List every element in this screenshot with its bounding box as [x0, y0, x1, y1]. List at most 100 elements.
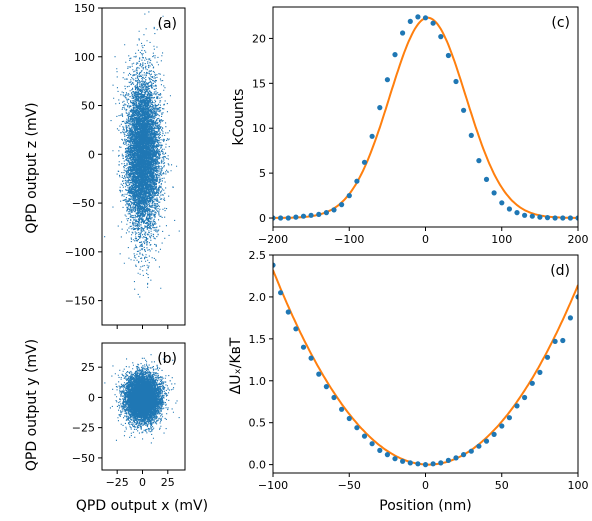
x-tick-label-b: 0	[139, 476, 146, 489]
axes-frame-a	[101, 7, 186, 326]
data-point-c	[407, 18, 413, 24]
data-point-d	[316, 371, 322, 377]
data-point-d	[537, 369, 543, 375]
data-point-c	[430, 20, 436, 26]
y-tick-label-a: 150	[74, 2, 95, 15]
y-tick-label-d: 0.5	[249, 417, 267, 430]
data-point-c	[415, 14, 421, 20]
y-tick-label-c: 15	[252, 77, 266, 90]
data-point-c	[273, 215, 276, 221]
data-point-d	[445, 457, 451, 463]
data-point-c	[384, 77, 390, 83]
data-point-d	[377, 447, 383, 453]
data-point-c	[529, 213, 535, 219]
data-point-d	[430, 461, 436, 467]
data-point-c	[483, 176, 490, 182]
y-tick-label-d: 2.5	[249, 249, 267, 262]
x-axis-label-d: Position (nm)	[379, 498, 471, 514]
plot-area-a	[104, 11, 180, 298]
data-point-c	[308, 212, 314, 218]
data-point-d	[308, 355, 314, 361]
data-point-c	[438, 34, 444, 40]
y-tick-label-c: 5	[259, 167, 266, 180]
y-tick-label-a: 100	[74, 51, 95, 64]
data-point-d	[392, 456, 398, 462]
panel-label-d: (d)	[550, 263, 570, 279]
data-point-c	[491, 190, 497, 196]
fit-curve-c	[273, 16, 578, 219]
scatter-points-a	[104, 11, 180, 298]
plot-area-c	[273, 14, 578, 221]
data-point-d	[384, 452, 390, 458]
data-point-d	[407, 460, 413, 466]
data-point-c	[506, 206, 512, 212]
data-point-d	[354, 425, 360, 431]
y-axis-label-a: QPD output z (mV)	[24, 102, 40, 233]
y-tick-label-a: −100	[65, 246, 95, 259]
data-point-c	[346, 193, 352, 199]
panel-label-c: (c)	[551, 15, 570, 31]
x-tick-label-d: −50	[338, 479, 361, 492]
data-point-d	[483, 438, 490, 444]
data-point-d	[369, 441, 375, 447]
data-point-d	[361, 433, 368, 439]
data-point-d	[300, 344, 307, 350]
data-point-c	[331, 207, 337, 213]
y-tick-label-c: 10	[252, 122, 266, 135]
x-tick-label-c: 200	[568, 233, 589, 246]
data-point-d	[499, 423, 505, 429]
scatter-points-b	[104, 354, 180, 444]
data-point-c	[354, 178, 360, 184]
data-point-c	[377, 105, 383, 111]
y-tick-label-a: 50	[81, 100, 95, 113]
axes-frame-b	[101, 342, 186, 471]
panel-label-b: (b)	[157, 351, 177, 367]
data-point-d	[293, 326, 299, 332]
x-axis-label-b: QPD output x (mV)	[76, 498, 208, 514]
x-tick-label-c: −100	[334, 233, 364, 246]
panel-b-scatter-y-vs-x: −25 0 25 −50 −25 0 25 (b) QPD output y (mV) QPD o…	[24, 339, 208, 514]
x-tick-label-d: 100	[568, 479, 589, 492]
data-point-d	[514, 403, 520, 409]
panel-d-potential: −100 −50 0 50 100 0.0 0.5 1.0 1.5 2.0 2.5 (d) ΔUₓ/Kʙ…	[228, 249, 589, 514]
data-point-d	[278, 290, 284, 296]
data-point-d	[323, 384, 329, 390]
data-point-c	[552, 215, 558, 221]
data-point-d	[491, 431, 497, 437]
data-point-d	[552, 338, 558, 344]
data-point-d	[560, 337, 566, 344]
axes-frame-c	[272, 6, 579, 228]
y-tick-label-d: 1.5	[249, 333, 267, 346]
data-point-c	[400, 30, 406, 36]
data-point-c	[323, 210, 329, 216]
data-point-d	[522, 394, 528, 401]
data-point-c	[476, 158, 482, 164]
data-point-d	[400, 458, 406, 464]
data-point-c	[461, 107, 467, 113]
data-point-d	[468, 448, 474, 454]
data-point-d	[285, 309, 291, 315]
data-point-d	[422, 462, 429, 468]
data-point-d	[506, 415, 512, 421]
x-tick-label-c: 100	[491, 233, 512, 246]
data-point-c	[499, 200, 505, 206]
x-tick-label-c: −200	[258, 233, 288, 246]
plot-area-d	[273, 262, 578, 468]
data-point-c	[560, 215, 566, 221]
data-point-c	[522, 212, 528, 218]
y-tick-label-d: 2.0	[249, 291, 267, 304]
data-point-d	[438, 460, 444, 466]
data-point-c	[514, 210, 520, 216]
x-tick-label-b: −25	[106, 476, 129, 489]
y-axis-label-d: ΔUₓ/KʙT	[228, 337, 244, 394]
data-point-c	[392, 52, 398, 58]
data-point-c	[339, 202, 345, 208]
data-point-c	[369, 133, 375, 139]
panel-c-counts-histogram: −200 −100 0 100 200 0 5 10 15 20 (c) kCounts	[231, 6, 589, 246]
panel-a-scatter-z-vs-x: −150 −100 −50 0 50 100 150 (a) QPD output z (mV)	[24, 2, 186, 329]
fit-curve-d	[273, 269, 578, 466]
y-tick-label-b: 25	[81, 361, 95, 374]
y-tick-label-b: −50	[72, 452, 95, 465]
data-point-c	[422, 15, 429, 21]
